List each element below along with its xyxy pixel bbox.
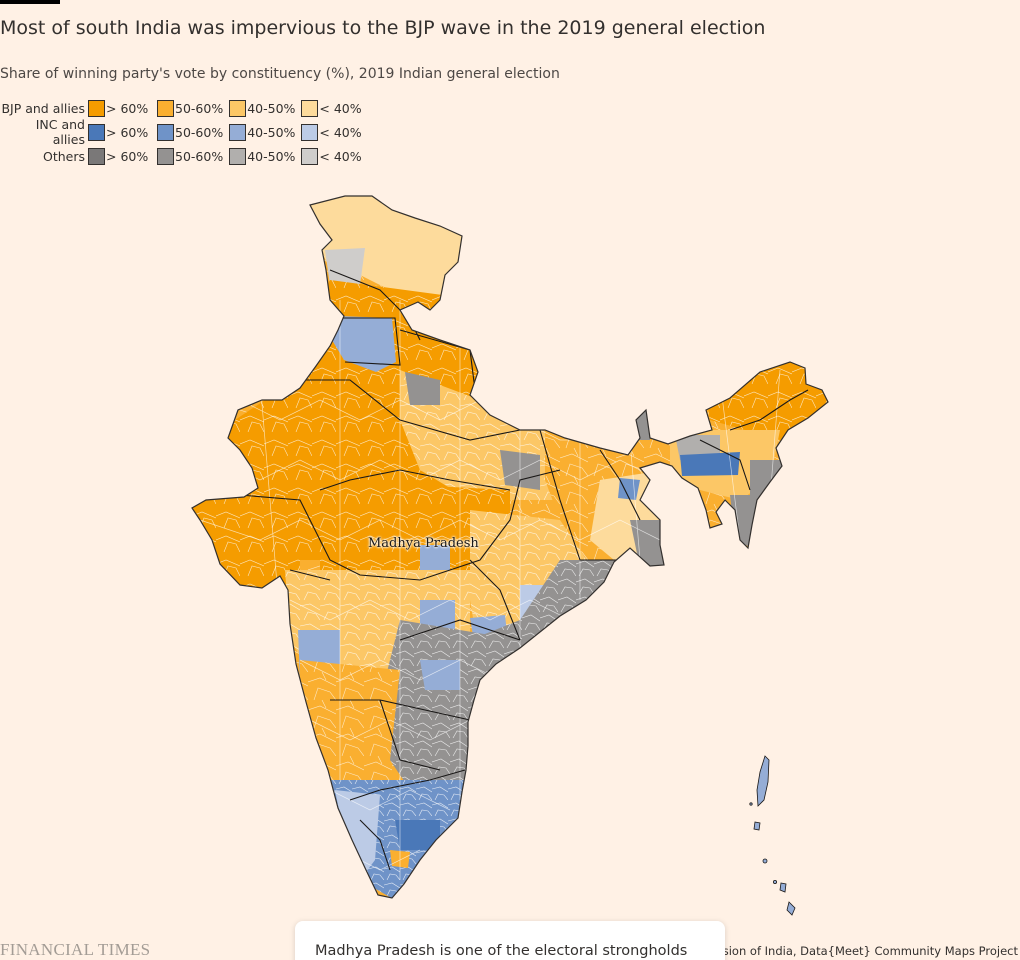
region-tn-strong (395, 820, 440, 850)
region-mp-inc (420, 545, 450, 575)
legend-row-inc: INC and allies > 60% 50-60% 40-50% < 40% (0, 117, 370, 147)
region-manipur (750, 460, 790, 500)
legend-item-label: < 40% (319, 148, 362, 164)
legend-swatch (229, 123, 247, 141)
legend-item: 40-50% (229, 123, 296, 141)
legend-item: 50-60% (157, 147, 224, 165)
legend-row-label: Others (42, 148, 85, 164)
legend-item-label: 50-60% (175, 100, 224, 116)
ft-top-bar (0, 0, 60, 4)
region-meghalaya (680, 452, 740, 476)
legend-item-label: > 60% (106, 124, 149, 140)
region-madhya-pradesh (320, 480, 510, 590)
legend-swatch (301, 123, 319, 141)
legend-row-label: BJP and allies (1, 100, 85, 116)
region-maha-inc-2 (420, 600, 455, 630)
legend-item: < 40% (301, 147, 364, 165)
region-mizoram (730, 495, 760, 550)
legend-swatch (88, 147, 105, 165)
legend-item-label: 40-50% (247, 148, 296, 164)
legend-item: < 40% (301, 123, 364, 141)
legend-item: 40-50% (229, 147, 296, 165)
legend-item: < 40% (301, 99, 364, 117)
tooltip: Madhya Pradesh is one of the electoral s… (295, 921, 725, 960)
region-karnataka (300, 660, 410, 800)
legend-row-others: Others > 60% 50-60% 40-50% < 40% (0, 144, 370, 168)
ft-logo: FINANCIAL TIMES (0, 940, 151, 959)
legend-item: > 60% (88, 99, 151, 117)
india-outline (191, 195, 829, 899)
legend-swatch (157, 99, 174, 117)
legend-item-label: < 40% (319, 100, 362, 116)
andaman-nicobar-islands (749, 755, 796, 916)
legend-item-label: > 60% (106, 148, 149, 164)
legend-item: 40-50% (229, 99, 296, 117)
legend-item-label: < 40% (319, 124, 362, 140)
legend-swatch (157, 147, 174, 165)
legend-swatch (229, 147, 247, 165)
legend-item: 50-60% (157, 123, 224, 141)
legend-row-label: INC and allies (35, 117, 85, 147)
legend-item-label: > 60% (106, 100, 149, 116)
legend-swatch (229, 99, 247, 117)
legend-item-label: 50-60% (175, 124, 224, 140)
legend-item: > 60% (88, 123, 151, 141)
legend-swatch (88, 123, 105, 141)
chart-title: Most of south India was impervious to th… (0, 17, 766, 39)
legend-item-label: 40-50% (247, 100, 296, 116)
constituency-fills (192, 196, 828, 898)
legend-swatch (301, 147, 319, 165)
legend-item: > 60% (88, 147, 151, 165)
state-borders (239, 269, 809, 871)
legend-swatch (88, 99, 105, 117)
region-kerala (335, 790, 380, 880)
legend-item: 50-60% (157, 99, 224, 117)
tooltip-text: Madhya Pradesh is one of the electoral s… (315, 943, 688, 959)
chart-subtitle: Share of winning party's vote by constit… (0, 66, 560, 82)
region-telangana-inc (420, 660, 460, 690)
region-andhra-telangana (380, 620, 520, 790)
legend-row-bjp: BJP and allies > 60% 50-60% 40-50% < 40% (0, 96, 370, 120)
legend-swatch (157, 123, 174, 141)
region-kashmir-others (325, 248, 365, 285)
legend-swatch (301, 99, 319, 117)
madhya-pradesh-label[interactable]: Madhya Pradesh (368, 536, 479, 551)
legend: BJP and allies > 60% 50-60% 40-50% < 40%… (0, 96, 370, 168)
legend-item-label: 50-60% (175, 148, 224, 164)
legend-item-label: 40-50% (247, 124, 296, 140)
region-up-others (405, 372, 440, 405)
region-punjab (332, 316, 396, 372)
